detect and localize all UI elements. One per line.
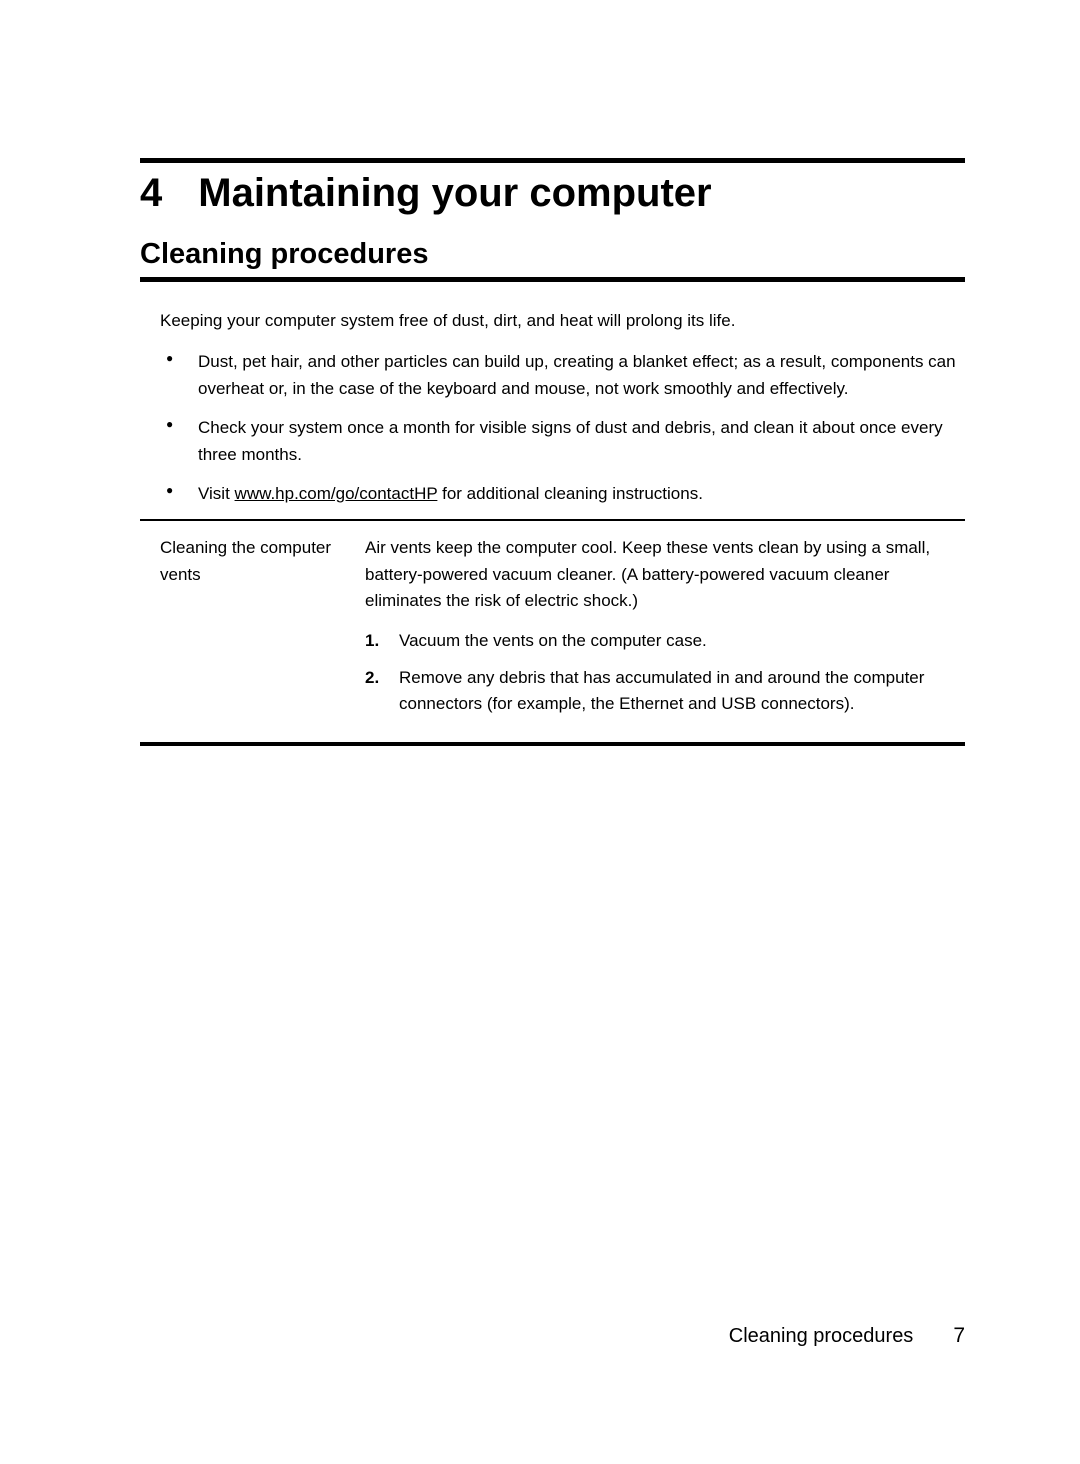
- visit-link[interactable]: www.hp.com/go/contactHP: [235, 484, 438, 503]
- list-item: Visit www.hp.com/go/contactHP for additi…: [160, 480, 965, 507]
- step-text: Vacuum the vents on the computer case.: [399, 631, 707, 650]
- step-item: 1. Vacuum the vents on the computer case.: [365, 628, 945, 654]
- procedure-row: Cleaning the computer vents Air vents ke…: [140, 535, 965, 727]
- step-number: 2.: [365, 665, 379, 691]
- bottom-rule: [140, 742, 965, 746]
- mid-rule: [140, 519, 965, 521]
- visit-suffix: for additional cleaning instructions.: [437, 484, 703, 503]
- bullet-list: Dust, pet hair, and other particles can …: [140, 348, 965, 508]
- list-item: Dust, pet hair, and other particles can …: [160, 348, 965, 402]
- procedure-label: Cleaning the computer vents: [160, 535, 335, 727]
- intro-text: Keeping your computer system free of dus…: [140, 308, 965, 334]
- chapter-title: Maintaining your computer: [198, 171, 711, 216]
- section-rule: [140, 277, 965, 282]
- step-list: 1. Vacuum the vents on the computer case.…: [365, 628, 945, 717]
- document-page: 4 Maintaining your computer Cleaning pro…: [0, 0, 1080, 1464]
- step-text: Remove any debris that has accumulated i…: [399, 668, 924, 713]
- section-title: Cleaning procedures: [140, 238, 965, 271]
- chapter-heading: 4 Maintaining your computer: [140, 171, 965, 216]
- list-item: Check your system once a month for visib…: [160, 414, 965, 468]
- footer-section-label: Cleaning procedures: [729, 1325, 914, 1348]
- chapter-number: 4: [140, 171, 162, 216]
- top-rule: [140, 158, 965, 163]
- procedure-description: Air vents keep the computer cool. Keep t…: [365, 535, 945, 614]
- visit-prefix: Visit: [198, 484, 235, 503]
- step-item: 2. Remove any debris that has accumulated…: [365, 665, 945, 718]
- procedure-content: Air vents keep the computer cool. Keep t…: [365, 535, 945, 727]
- footer-page-number: 7: [953, 1324, 965, 1348]
- page-footer: Cleaning procedures 7: [729, 1324, 965, 1348]
- step-number: 1.: [365, 628, 379, 654]
